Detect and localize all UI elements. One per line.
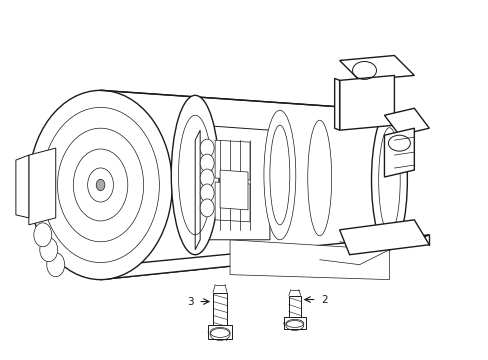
Polygon shape — [29, 148, 56, 225]
Ellipse shape — [47, 253, 64, 276]
Ellipse shape — [371, 110, 407, 250]
Polygon shape — [215, 182, 249, 222]
Ellipse shape — [200, 139, 214, 157]
Polygon shape — [334, 78, 339, 130]
Text: 3: 3 — [186, 297, 193, 306]
Polygon shape — [229, 240, 388, 280]
Polygon shape — [220, 170, 247, 210]
Ellipse shape — [200, 169, 214, 187]
Ellipse shape — [200, 184, 214, 202]
Polygon shape — [339, 55, 413, 80]
Ellipse shape — [200, 154, 214, 172]
Ellipse shape — [200, 199, 214, 217]
Polygon shape — [288, 296, 300, 318]
Ellipse shape — [40, 238, 58, 262]
Ellipse shape — [208, 327, 232, 338]
Polygon shape — [195, 130, 200, 250]
Ellipse shape — [264, 110, 295, 240]
Polygon shape — [213, 293, 226, 325]
Polygon shape — [208, 325, 232, 339]
Text: 2: 2 — [321, 294, 327, 305]
Polygon shape — [384, 108, 428, 135]
Polygon shape — [384, 128, 413, 177]
Polygon shape — [339, 220, 428, 255]
Ellipse shape — [171, 95, 219, 255]
Polygon shape — [200, 125, 269, 240]
Ellipse shape — [283, 319, 305, 328]
Ellipse shape — [96, 179, 104, 191]
Ellipse shape — [34, 223, 52, 247]
Polygon shape — [339, 75, 394, 130]
Polygon shape — [215, 140, 249, 180]
Polygon shape — [16, 155, 29, 218]
Polygon shape — [101, 235, 428, 280]
Polygon shape — [283, 318, 305, 329]
Ellipse shape — [29, 90, 172, 280]
Text: 1: 1 — [209, 135, 216, 145]
Ellipse shape — [307, 120, 331, 236]
